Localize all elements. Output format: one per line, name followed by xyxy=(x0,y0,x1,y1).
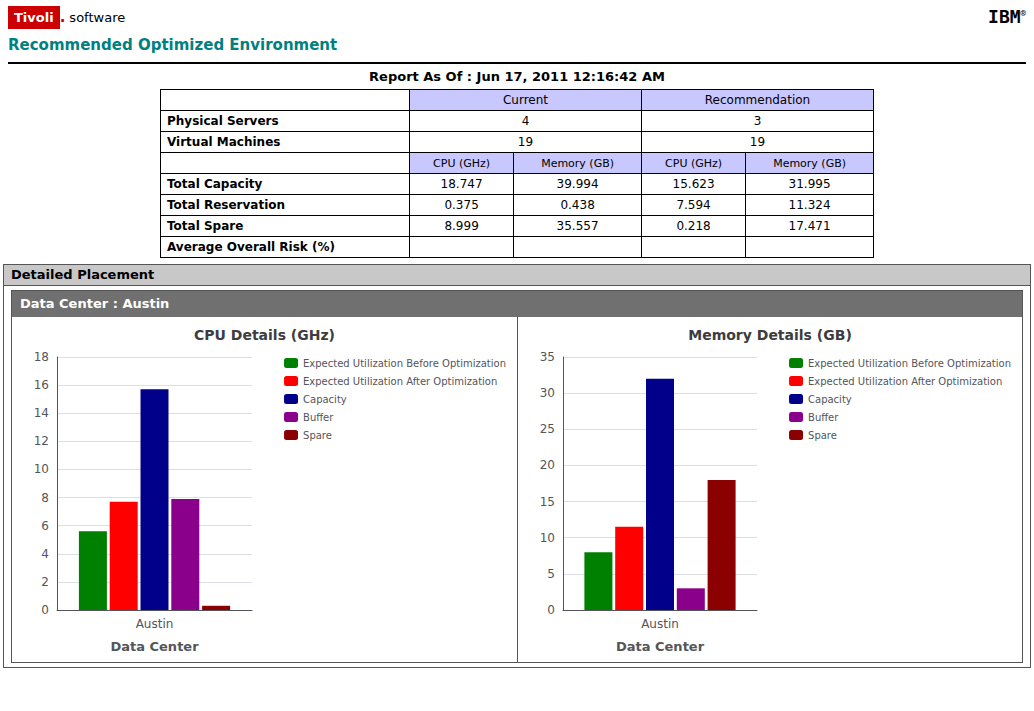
html-text:Tivoli . software: Tivoli . software xyxy=(14,7,126,26)
html-text:Average Overall Risk (%): Average Overall Risk (%) xyxy=(167,240,335,254)
svg-text:18: 18 xyxy=(34,350,49,364)
svg-text:20: 20 xyxy=(540,458,555,472)
svg-text:2: 2 xyxy=(41,575,49,589)
svg-text:Data Center: Data Center xyxy=(616,639,705,654)
svg-text:Spare: Spare xyxy=(303,430,332,441)
html-text:Data Center : Austin: Data Center : Austin xyxy=(20,296,170,311)
html-text:7.594: 7.594 xyxy=(676,198,711,212)
svg-text:CPU Details (GHz): CPU Details (GHz) xyxy=(194,327,335,343)
html-text:4: 4 xyxy=(521,114,530,128)
html-text:35.557: 35.557 xyxy=(556,219,599,233)
html-text:Memory (GB): Memory (GB) xyxy=(541,156,614,170)
html-text:19: 19 xyxy=(749,135,766,149)
svg-text:12: 12 xyxy=(34,434,49,448)
html-text:Recommended Optimized Environm: Recommended Optimized Environment xyxy=(8,36,338,54)
svg-text:10: 10 xyxy=(34,462,49,476)
svg-text:Expected Utilization After Opt: Expected Utilization After Optimization xyxy=(303,376,497,387)
html-text:IBM®: IBM® xyxy=(988,5,1026,27)
svg-text:5: 5 xyxy=(547,567,555,581)
html-text:39.994: 39.994 xyxy=(556,177,599,191)
svg-text:Data Center: Data Center xyxy=(110,639,199,654)
html-text:CPU (GHz): CPU (GHz) xyxy=(665,156,723,170)
svg-text:Buffer: Buffer xyxy=(303,412,334,423)
html-text:Report As Of : Jun 17, 2011 12: Report As Of : Jun 17, 2011 12:16:42 AM xyxy=(369,69,665,84)
html-text:18.747: 18.747 xyxy=(440,177,483,191)
html-text:Total Reservation: Total Reservation xyxy=(167,198,286,212)
html-text:0.218: 0.218 xyxy=(676,219,711,233)
svg-text:15: 15 xyxy=(540,495,555,509)
svg-text:30: 30 xyxy=(540,386,555,400)
svg-text:Memory Details (GB): Memory Details (GB) xyxy=(688,327,852,343)
html-text:0.375: 0.375 xyxy=(444,198,479,212)
html-text:17.471: 17.471 xyxy=(788,219,831,233)
svg-text:Expected Utilization After Opt: Expected Utilization After Optimization xyxy=(808,376,1002,387)
html-text:Total Spare: Total Spare xyxy=(167,219,244,233)
svg-text:Spare: Spare xyxy=(808,430,837,441)
html-text:Recommendation: Recommendation xyxy=(704,93,811,107)
svg-text:8: 8 xyxy=(41,491,49,505)
html-text:19: 19 xyxy=(517,135,534,149)
svg-text:Capacity: Capacity xyxy=(303,394,347,405)
svg-text:0: 0 xyxy=(547,603,555,617)
svg-text:Expected Utilization Before Op: Expected Utilization Before Optimization xyxy=(808,358,1011,369)
svg-text:14: 14 xyxy=(34,406,49,420)
svg-text:Austin: Austin xyxy=(136,617,174,631)
svg-text:16: 16 xyxy=(34,378,49,392)
html-text:Current: Current xyxy=(503,93,548,107)
html-text:0.438: 0.438 xyxy=(560,198,595,212)
html-text:Physical Servers: Physical Servers xyxy=(167,114,279,128)
svg-text:25: 25 xyxy=(540,422,555,436)
html-text:Memory (GB): Memory (GB) xyxy=(773,156,846,170)
html-text:15.623: 15.623 xyxy=(672,177,715,191)
svg-text:4: 4 xyxy=(41,547,49,561)
html-text:8.999: 8.999 xyxy=(444,219,479,233)
html-text:CPU (GHz): CPU (GHz) xyxy=(433,156,491,170)
svg-text:Expected Utilization Before Op: Expected Utilization Before Optimization xyxy=(303,358,506,369)
svg-text:0: 0 xyxy=(41,603,49,617)
svg-text:6: 6 xyxy=(41,519,49,533)
svg-text:35: 35 xyxy=(540,350,555,364)
html-text:Detailed Placement: Detailed Placement xyxy=(11,267,155,282)
html-text:Total Capacity: Total Capacity xyxy=(167,177,263,191)
svg-text:Austin: Austin xyxy=(641,617,679,631)
html-text:Virtual Machines: Virtual Machines xyxy=(167,135,281,149)
svg-text:Capacity: Capacity xyxy=(808,394,852,405)
html-text:3: 3 xyxy=(753,114,762,128)
svg-text:10: 10 xyxy=(540,531,555,545)
html-text:31.995: 31.995 xyxy=(788,177,831,191)
svg-text:Buffer: Buffer xyxy=(808,412,839,423)
html-text:11.324: 11.324 xyxy=(788,198,831,212)
